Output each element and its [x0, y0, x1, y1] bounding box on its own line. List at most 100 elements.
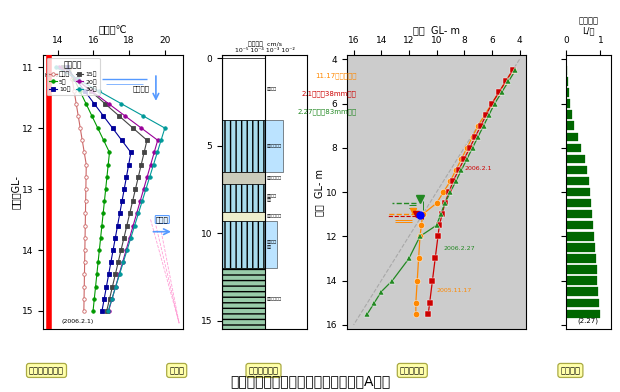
10分	[81, 89, 89, 94]
15分	[138, 162, 145, 167]
加温前	[79, 138, 86, 143]
10分	[109, 248, 117, 252]
加温前	[73, 101, 80, 106]
10分	[107, 260, 115, 265]
20分	[130, 223, 137, 228]
加温前	[81, 296, 88, 301]
Text: 孔内落水: 孔内落水	[133, 85, 149, 92]
5分	[89, 309, 97, 313]
20分	[151, 150, 158, 155]
X-axis label: 温度　℃: 温度 ℃	[99, 25, 127, 35]
15分	[117, 248, 125, 252]
20分	[122, 114, 129, 118]
10分	[120, 187, 128, 191]
15分	[103, 309, 110, 313]
Line: 30分: 30分	[54, 65, 167, 313]
Text: 図３　温度検層と水頭測定の結果（A孔）: 図３ 温度検層と水頭測定の結果（A孔）	[230, 374, 390, 388]
Text: 柱状図: 柱状図	[169, 366, 184, 375]
15分	[108, 284, 116, 289]
15分	[115, 260, 122, 265]
加温前	[81, 284, 88, 289]
X-axis label: 水頭  GL- m: 水頭 GL- m	[413, 25, 460, 35]
Text: 礫化緑色片岩: 礫化緑色片岩	[267, 144, 282, 148]
20分	[119, 260, 126, 265]
5分	[91, 296, 98, 301]
Title: 透水係数  cm/s
10⁻⁵ 10⁻⁴ 10⁻³ 10⁻²: 透水係数 cm/s 10⁻⁵ 10⁻⁴ 10⁻³ 10⁻²	[235, 42, 294, 53]
20分	[72, 77, 79, 82]
15分	[135, 174, 142, 179]
5分	[99, 211, 107, 216]
5分	[76, 89, 84, 94]
5分	[94, 260, 102, 265]
15分	[126, 211, 133, 216]
5分	[103, 174, 110, 179]
20分	[143, 174, 151, 179]
Bar	[566, 66, 567, 74]
5分	[106, 150, 113, 155]
15分	[101, 101, 108, 106]
10分	[118, 138, 125, 143]
加温前	[82, 223, 89, 228]
20分	[112, 284, 119, 289]
5分	[105, 162, 112, 167]
Bar	[566, 221, 593, 229]
Text: 簡易揚水試験: 簡易揚水試験	[249, 366, 278, 375]
Bar	[566, 88, 569, 97]
加温前	[71, 89, 78, 94]
加温前	[82, 211, 89, 216]
加温前	[68, 77, 76, 82]
20分	[140, 187, 148, 191]
15分	[129, 199, 136, 203]
Bar	[566, 310, 600, 318]
Bar	[566, 177, 589, 185]
5分	[82, 101, 90, 106]
20分	[89, 89, 96, 94]
30分	[105, 309, 112, 313]
Bar	[222, 172, 265, 184]
30分	[120, 260, 127, 265]
Bar	[566, 155, 585, 163]
30分	[123, 248, 131, 252]
15分	[131, 187, 139, 191]
Text: 水みち: 水みち	[156, 216, 169, 223]
Bar	[566, 132, 578, 141]
Y-axis label: 深度　GL-: 深度 GL-	[11, 175, 21, 209]
10分	[125, 162, 133, 167]
加温前	[80, 309, 87, 313]
30分	[135, 211, 142, 216]
Legend: 加温前, 5分, 10分, 15分, 20分, 30分: 加温前, 5分, 10分, 15分, 20分, 30分	[46, 58, 100, 95]
10分	[103, 284, 110, 289]
Bar	[566, 287, 598, 296]
30分	[127, 236, 135, 240]
Text: 11.17：無降雨期: 11.17：無降雨期	[315, 73, 356, 79]
30分	[138, 199, 146, 203]
30分	[157, 138, 165, 143]
Bar	[566, 199, 591, 207]
20分	[138, 126, 145, 131]
Bar	[222, 212, 265, 221]
Bar	[566, 77, 568, 85]
加温前	[74, 114, 82, 118]
15分	[73, 77, 81, 82]
加温前	[82, 174, 90, 179]
5分	[64, 65, 72, 69]
5分	[100, 199, 108, 203]
Line: 20分: 20分	[58, 65, 159, 313]
加温前	[81, 248, 89, 252]
5分	[93, 272, 100, 277]
Bar	[566, 232, 595, 241]
20分	[126, 236, 133, 240]
Text: 粘土状ゾーン: 粘土状ゾーン	[267, 214, 282, 219]
5分	[94, 126, 102, 131]
Text: 2006.2.27: 2006.2.27	[443, 246, 475, 250]
30分	[74, 77, 81, 82]
30分	[118, 101, 125, 106]
5分	[98, 223, 105, 228]
10分	[100, 296, 108, 301]
Bar	[566, 111, 572, 119]
Line: 加温前: 加温前	[68, 65, 88, 313]
Bar	[265, 221, 277, 268]
30分	[108, 296, 116, 301]
20分	[56, 65, 63, 69]
20分	[133, 211, 140, 216]
